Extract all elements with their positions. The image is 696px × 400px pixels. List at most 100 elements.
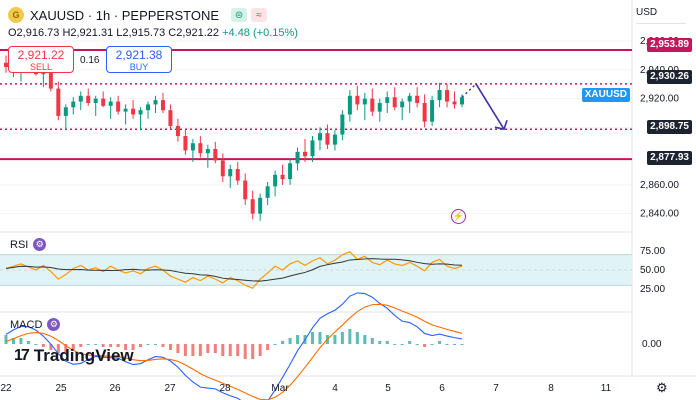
projection-arrow [461,83,508,131]
candle-body [138,110,143,115]
macd-hist-bar [378,341,382,344]
buy-label: BUY [129,62,149,72]
price-tick-label: 2,860.00 [640,180,679,191]
candle-body [4,62,8,68]
candle-body [243,180,248,200]
macd-hist-bar [370,338,374,344]
macd-legend[interactable]: MACD ⚙ [10,318,61,331]
macd-hist-bar [41,344,45,347]
time-tick-label: 25 [55,383,67,394]
time-tick-label: 11 [601,383,612,394]
level-tag-resistance-2: 2,930.26 [647,70,692,84]
ohlc-high: H2,921.31 [62,27,114,39]
candle-body [460,97,464,105]
macd-hist-bar [460,344,464,345]
candle-body [56,88,61,116]
macd-hist-bar [363,335,367,344]
rsi-tick-label: 25.00 [640,284,665,295]
macd-hist-bar [124,344,128,350]
candle-body [392,97,397,108]
candle-body [325,133,330,145]
time-tick-label: 27 [164,383,176,394]
macd-hist-bar [213,344,217,353]
market-open-icon[interactable]: ⊜ [231,8,248,22]
candle-body [310,140,315,157]
compare-icon[interactable]: ≈ [251,8,268,22]
macd-hist-bar [116,344,120,347]
candle-body [340,114,345,135]
candle-body [400,101,405,108]
currency-button[interactable]: USD [636,7,687,24]
candle-body [93,98,98,103]
ohlc-low: L2,915.73 [116,27,166,39]
candle-body [355,95,360,105]
candle-body [131,108,136,115]
macd-hist-bar [281,341,285,344]
candle-body [377,102,382,112]
rsi-legend[interactable]: RSI ⚙ [10,238,47,251]
macd-hist-bar [11,338,15,344]
spread-value: 0.16 [80,55,100,66]
time-tick-label: 26 [109,383,121,394]
candle-body [452,101,457,105]
macd-line [5,292,463,400]
candle-body [78,95,83,102]
candle-body [437,90,442,101]
candle-body [258,197,263,214]
indicator-settings-icon[interactable]: ⚙ [47,318,61,331]
rsi-pane [0,251,632,289]
macd-hist-bar [393,344,397,345]
sell-label: SELL [29,62,53,72]
macd-hist-bar [183,344,187,356]
candle-body [362,98,367,105]
ohlc-change: +4.48 (+0.15%) [222,27,298,39]
price-levels [0,48,632,161]
symbol-title[interactable]: XAUUSD · 1h · PEPPERSTONE [30,7,220,23]
candle-body [48,69,53,89]
time-tick-label: 5 [385,383,391,394]
candle-body [250,199,255,214]
candle-body [160,100,165,111]
candle-body [63,107,68,116]
candle-body [101,98,106,106]
settings-gear-icon[interactable]: ⚙ [656,380,668,395]
candle-body [303,151,308,157]
projection-arrowhead [494,119,508,131]
macd-hist-bar [453,344,457,345]
buy-button[interactable]: 2,921.38 BUY [106,46,172,73]
candle-body [220,160,225,177]
sell-button[interactable]: 2,921.22 SELL [8,46,74,73]
ohlc-open: O2,916.73 [8,27,60,39]
macd-tick-label: 0.00 [642,339,662,350]
tradingview-mark-icon: 17 [14,347,30,364]
macd-label: MACD [10,318,43,331]
macd-hist-bar [348,329,352,344]
time-tick-label: 28 [219,383,231,394]
candle-body [235,169,240,181]
macd-hist-bar [161,344,165,347]
macd-hist-bar [273,344,277,345]
macd-hist-bar [340,332,344,344]
macd-hist-bar [400,344,404,345]
time-tick-label: 22 [0,383,12,394]
macd-hist-bar [310,332,314,344]
macd-hist-bar [228,344,232,356]
candle-body [175,125,180,137]
macd-hist-bar [94,344,98,345]
candle-body [108,101,113,106]
rsi-tick-label: 50.00 [640,265,665,276]
candle-body [183,136,188,151]
macd-hist-bar [408,341,412,344]
lightning-icon[interactable]: ⚡ [451,209,466,224]
macd-hist-bar [296,335,300,344]
symbol-header[interactable]: G XAUUSD · 1h · PEPPERSTONE ⊜ ≈ [8,7,268,23]
level-tag-support-2: 2,877.93 [647,151,692,165]
candle-body [198,143,203,154]
candle-body [407,95,412,102]
macd-hist-bar [333,335,337,344]
buy-price: 2,921.38 [115,48,163,62]
indicator-settings-icon[interactable]: ⚙ [33,238,47,251]
macd-hist-bar [415,344,419,345]
macd-hist-bar [176,344,180,353]
